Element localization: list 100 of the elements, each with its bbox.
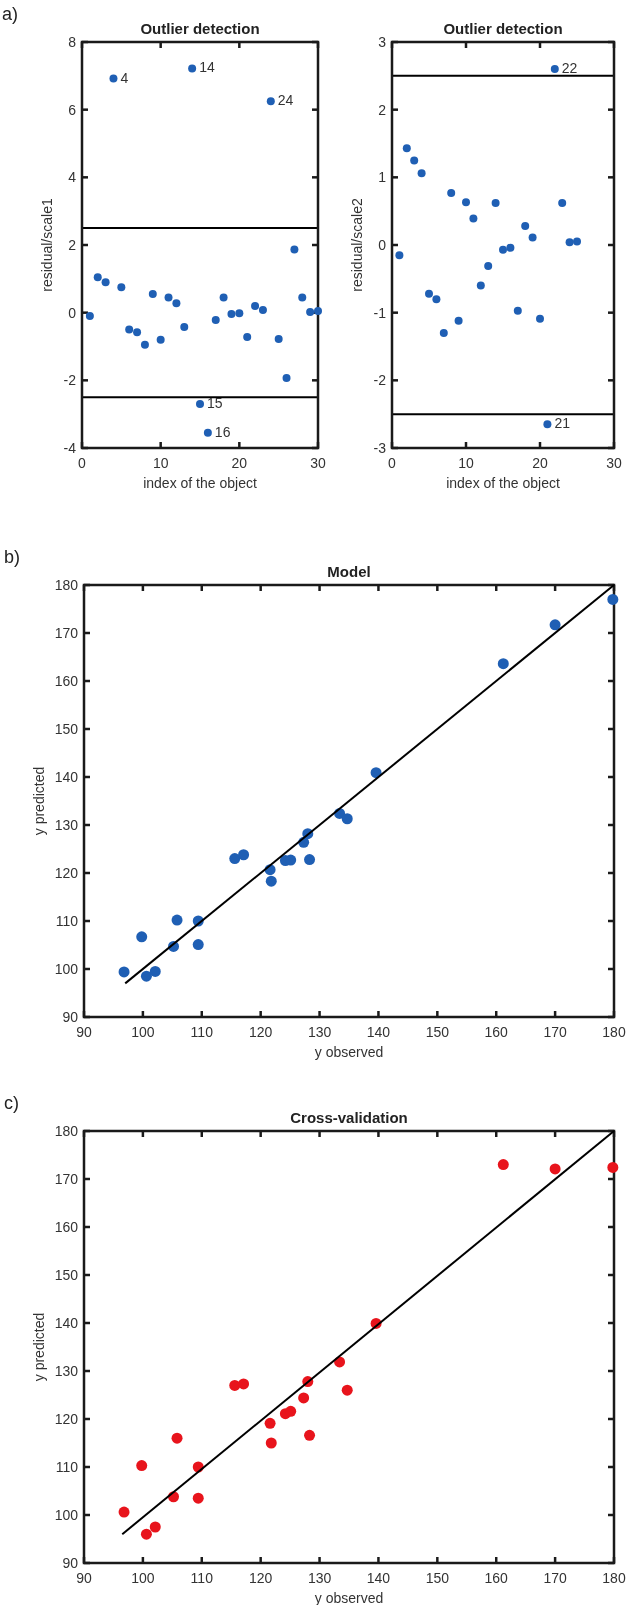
point xyxy=(265,875,277,887)
x-tick-label: 120 xyxy=(248,1570,273,1586)
x-tick-label: 150 xyxy=(425,1570,450,1586)
x-tick-label: 130 xyxy=(307,1570,332,1586)
annotation: 15 xyxy=(207,395,223,412)
point xyxy=(528,233,537,242)
point xyxy=(549,1163,561,1175)
text: b) xyxy=(4,547,21,567)
point xyxy=(469,214,478,223)
point xyxy=(203,428,212,437)
x-axis-title: y observed xyxy=(314,1044,384,1060)
y-tick-label: 130 xyxy=(54,817,79,833)
point xyxy=(314,306,322,315)
x-tick-label: 160 xyxy=(484,1570,509,1586)
point xyxy=(607,593,619,605)
point xyxy=(196,400,204,409)
point xyxy=(341,1384,353,1396)
point xyxy=(136,931,148,943)
y-tick-label: 130 xyxy=(54,1363,79,1379)
point xyxy=(133,328,142,337)
y-axis-title: y predicted xyxy=(31,766,47,836)
y-tick-label: 2 xyxy=(68,237,77,253)
chart-title: Outlier detection xyxy=(140,20,260,37)
point xyxy=(285,1405,297,1417)
point xyxy=(536,314,544,323)
y-tick-label: 8 xyxy=(68,34,77,50)
point xyxy=(497,1159,509,1171)
point xyxy=(506,243,515,252)
point xyxy=(172,299,181,308)
y-tick-label: 90 xyxy=(62,1555,79,1571)
point xyxy=(149,1521,161,1533)
x-tick-label: 0 xyxy=(388,455,397,471)
annotation: 21 xyxy=(554,415,571,432)
y-tick-label: 160 xyxy=(54,1219,79,1235)
y-tick-label: 150 xyxy=(54,721,79,737)
y-tick-label: 120 xyxy=(54,865,79,881)
x-tick-label: 30 xyxy=(310,455,326,471)
y-tick-label: 110 xyxy=(55,913,79,929)
point xyxy=(265,1437,277,1449)
x-tick-label: 10 xyxy=(152,455,169,471)
point xyxy=(192,1492,204,1504)
point xyxy=(304,854,316,866)
point xyxy=(149,965,161,977)
y-tick-label: 0 xyxy=(378,237,387,253)
point xyxy=(447,188,456,197)
point xyxy=(140,340,149,349)
point xyxy=(229,1379,241,1391)
x-tick-label: 10 xyxy=(458,455,474,471)
point xyxy=(395,251,404,260)
point xyxy=(235,309,244,318)
point xyxy=(238,849,250,861)
y-tick-label: 3 xyxy=(378,34,387,50)
x-axis-title: index of the object xyxy=(446,475,560,491)
point xyxy=(484,261,493,270)
y-tick-label: -2 xyxy=(63,372,77,389)
point xyxy=(211,316,220,325)
annotation: 14 xyxy=(199,59,215,76)
y-tick-label: -2 xyxy=(373,372,387,389)
y-tick-label: 170 xyxy=(54,1171,79,1187)
y-tick-label: 100 xyxy=(54,1507,79,1523)
y-tick-label: 1 xyxy=(378,169,387,186)
point xyxy=(565,238,574,247)
point xyxy=(410,156,419,165)
point xyxy=(171,1432,183,1444)
point xyxy=(180,322,189,331)
annotation: 16 xyxy=(214,423,231,440)
point xyxy=(264,1417,276,1429)
point xyxy=(491,199,500,208)
point xyxy=(93,273,102,282)
point xyxy=(521,222,530,231)
point xyxy=(140,1528,152,1540)
y-tick-label: 180 xyxy=(54,577,79,593)
point xyxy=(258,305,267,314)
y-tick-label: 4 xyxy=(68,169,77,186)
x-tick-label: 180 xyxy=(602,1024,626,1040)
point xyxy=(109,74,118,83)
point xyxy=(251,301,260,310)
y-tick-label: 160 xyxy=(54,673,79,689)
y-tick-label: 180 xyxy=(54,1123,79,1139)
y-tick-label: 2 xyxy=(378,101,387,118)
point xyxy=(558,199,567,208)
point xyxy=(417,169,426,178)
point xyxy=(513,306,522,315)
point xyxy=(266,97,275,106)
x-tick-label: 30 xyxy=(606,455,622,471)
annotation: 24 xyxy=(277,92,294,109)
x-tick-label: 130 xyxy=(307,1024,332,1040)
point xyxy=(229,853,241,865)
point xyxy=(118,1506,130,1518)
point xyxy=(274,335,283,344)
point xyxy=(117,283,126,292)
y-tick-label: 6 xyxy=(68,101,77,118)
point xyxy=(454,316,463,325)
y-tick-label: -4 xyxy=(63,440,77,456)
point xyxy=(238,1378,250,1390)
x-tick-label: 170 xyxy=(543,1570,567,1586)
x-axis-title: y observed xyxy=(314,1590,384,1605)
x-tick-label: 100 xyxy=(131,1024,155,1040)
point xyxy=(462,198,470,207)
annotation: 22 xyxy=(561,60,578,77)
